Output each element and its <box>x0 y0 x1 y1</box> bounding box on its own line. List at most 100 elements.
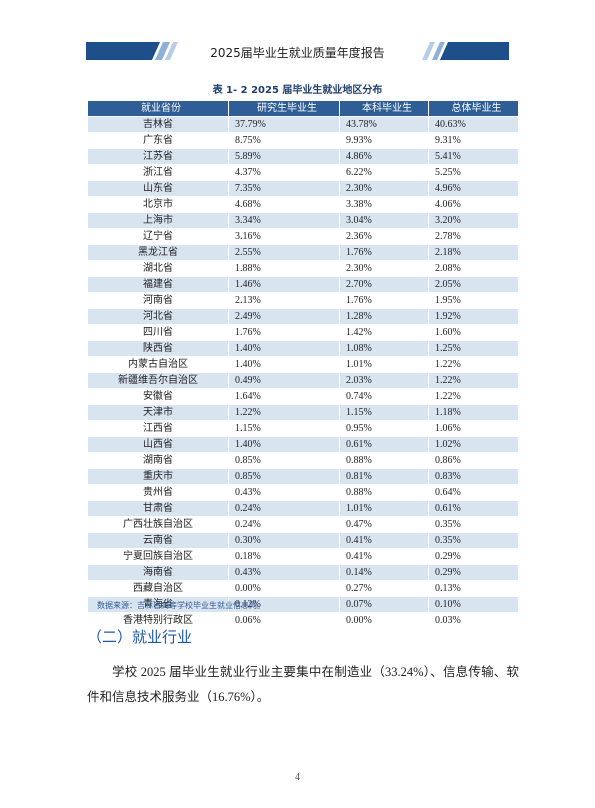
column-header: 就业省份 <box>87 100 229 117</box>
percent-cell: 1.22% <box>428 356 519 373</box>
province-cell: 浙江省 <box>87 164 229 181</box>
percent-cell: 3.04% <box>339 212 429 229</box>
page-number: 4 <box>295 772 300 783</box>
table-row: 西藏自治区 0.00% 0.27% 0.13% <box>87 580 519 597</box>
percent-cell: 0.95% <box>339 420 429 437</box>
province-cell: 河南省 <box>87 292 229 309</box>
percent-cell: 2.55% <box>228 244 340 261</box>
percent-cell: 4.37% <box>228 164 340 181</box>
percent-cell: 3.38% <box>339 196 429 213</box>
province-cell: 江苏省 <box>87 148 229 165</box>
province-cell: 广东省 <box>87 132 229 149</box>
percent-cell: 9.93% <box>339 132 429 149</box>
table-row: 青海省 0.12% 0.07% 0.10% <box>87 596 519 613</box>
percent-cell: 43.78% <box>339 116 429 133</box>
table-row: 新疆维吾尔自治区 0.49% 2.03% 1.22% <box>87 372 519 389</box>
percent-cell: 37.79% <box>228 116 340 133</box>
percent-cell: 0.61% <box>339 436 429 453</box>
table-row: 宁夏回族自治区 0.18% 0.41% 0.29% <box>87 548 519 565</box>
percent-cell: 0.24% <box>228 500 340 517</box>
percent-cell: 1.18% <box>428 404 519 421</box>
table-row: 上海市 3.34% 3.04% 3.20% <box>87 212 519 229</box>
percent-cell: 1.88% <box>228 260 340 277</box>
percent-cell: 1.06% <box>428 420 519 437</box>
province-cell: 上海市 <box>87 212 229 229</box>
table-row: 江西省 1.15% 0.95% 1.06% <box>87 420 519 437</box>
percent-cell: 2.70% <box>339 276 429 293</box>
percent-cell: 1.28% <box>339 308 429 325</box>
percent-cell: 0.29% <box>428 548 519 565</box>
table-row: 福建省 1.46% 2.70% 2.05% <box>87 276 519 293</box>
percent-cell: 0.61% <box>428 500 519 517</box>
percent-cell: 8.75% <box>228 132 340 149</box>
percent-cell: 0.88% <box>339 484 429 501</box>
percent-cell: 2.30% <box>339 260 429 277</box>
percent-cell: 0.24% <box>228 516 340 533</box>
percent-cell: 1.42% <box>339 324 429 341</box>
percent-cell: 0.12% <box>228 596 340 613</box>
percent-cell: 1.22% <box>428 388 519 405</box>
percent-cell: 1.22% <box>428 372 519 389</box>
percent-cell: 1.76% <box>339 244 429 261</box>
header-decoration <box>86 42 509 60</box>
percent-cell: 1.40% <box>228 436 340 453</box>
percent-cell: 0.88% <box>339 452 429 469</box>
province-cell: 四川省 <box>87 324 229 341</box>
table-row: 山西省 1.40% 0.61% 1.02% <box>87 436 519 453</box>
percent-cell: 1.95% <box>428 292 519 309</box>
percent-cell: 3.16% <box>228 228 340 245</box>
percent-cell: 3.20% <box>428 212 519 229</box>
table-row: 广东省 8.75% 9.93% 9.31% <box>87 132 519 149</box>
percent-cell: 0.07% <box>339 596 429 613</box>
province-cell: 重庆市 <box>87 468 229 485</box>
paragraph: 学校 2025 届毕业生就业行业主要集中在制造业（33.24%）、信息传输、软件… <box>87 665 519 704</box>
header-title: 2025届毕业生就业质量年度报告 <box>210 46 385 60</box>
table-row: 甘肃省 0.24% 1.01% 0.61% <box>87 500 519 517</box>
column-header: 本科毕业生 <box>339 100 429 117</box>
table-row: 海南省 0.43% 0.14% 0.29% <box>87 564 519 581</box>
percent-cell: 1.02% <box>428 436 519 453</box>
table-row: 天津市 1.22% 1.15% 1.18% <box>87 404 519 421</box>
table-row: 内蒙古自治区 1.40% 1.01% 1.22% <box>87 356 519 373</box>
province-cell: 香港特别行政区 <box>87 612 229 629</box>
percent-cell: 5.25% <box>428 164 519 181</box>
table-row: 吉林省 37.79% 43.78% 40.63% <box>87 116 519 133</box>
province-cell: 山西省 <box>87 436 229 453</box>
percent-cell: 0.29% <box>428 564 519 581</box>
table-row: 河南省 2.13% 1.76% 1.95% <box>87 292 519 309</box>
province-cell: 贵州省 <box>87 484 229 501</box>
percent-cell: 0.74% <box>339 388 429 405</box>
province-cell: 甘肃省 <box>87 500 229 517</box>
percent-cell: 0.83% <box>428 468 519 485</box>
table-row: 重庆市 0.85% 0.81% 0.83% <box>87 468 519 485</box>
percent-cell: 2.18% <box>428 244 519 261</box>
table-row: 江苏省 5.89% 4.86% 5.41% <box>87 148 519 165</box>
percent-cell: 1.25% <box>428 340 519 357</box>
table-caption: 表 1- 2 2025 届毕业生就业地区分布 <box>212 85 383 96</box>
percent-cell: 40.63% <box>428 116 519 133</box>
table-row: 辽宁省 3.16% 2.36% 2.78% <box>87 228 519 245</box>
table-row: 广西壮族自治区 0.24% 0.47% 0.35% <box>87 516 519 533</box>
province-cell: 河北省 <box>87 308 229 325</box>
province-cell: 吉林省 <box>87 116 229 133</box>
table-row: 四川省 1.76% 1.42% 1.60% <box>87 324 519 341</box>
province-cell: 山东省 <box>87 180 229 197</box>
province-cell: 海南省 <box>87 564 229 581</box>
province-cell: 西藏自治区 <box>87 580 229 597</box>
table-row: 湖南省 0.85% 0.88% 0.86% <box>87 452 519 469</box>
province-cell: 安徽省 <box>87 388 229 405</box>
percent-cell: 2.13% <box>228 292 340 309</box>
percent-cell: 2.05% <box>428 276 519 293</box>
percent-cell: 0.35% <box>428 532 519 549</box>
table-row: 香港特别行政区 0.06% 0.00% 0.03% <box>87 612 519 629</box>
table-row: 安徽省 1.64% 0.74% 1.22% <box>87 388 519 405</box>
province-cell: 新疆维吾尔自治区 <box>87 372 229 389</box>
percent-cell: 0.13% <box>428 580 519 597</box>
percent-cell: 4.68% <box>228 196 340 213</box>
percent-cell: 2.03% <box>339 372 429 389</box>
province-cell: 湖南省 <box>87 452 229 469</box>
percent-cell: 0.35% <box>428 516 519 533</box>
province-cell: 江西省 <box>87 420 229 437</box>
percent-cell: 5.89% <box>228 148 340 165</box>
